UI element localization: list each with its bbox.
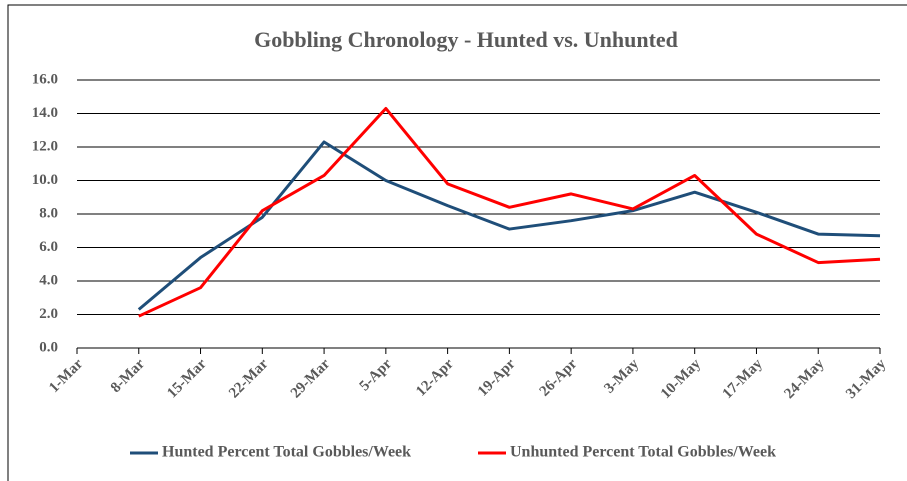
x-tick-label: 5-Apr bbox=[357, 356, 396, 395]
series-line bbox=[137, 140, 881, 311]
x-tick-label: 3-May bbox=[601, 356, 642, 397]
x-tick-label: 26-Apr bbox=[537, 356, 581, 400]
y-tick-label: 2.0 bbox=[39, 306, 58, 322]
y-tick-label: 0.0 bbox=[39, 339, 58, 355]
y-tick-label: 6.0 bbox=[39, 239, 58, 255]
legend-label: Hunted Percent Total Gobbles/Week bbox=[162, 444, 411, 461]
x-tick-label: 19-Apr bbox=[475, 356, 519, 400]
x-tick-label: 31-May bbox=[843, 356, 889, 402]
x-tick-label: 17-May bbox=[720, 356, 766, 402]
y-tick-label: 4.0 bbox=[39, 272, 58, 288]
x-tick-label: 15-Mar bbox=[164, 356, 210, 402]
y-tick-label: 12.0 bbox=[32, 138, 58, 154]
legend-label: Unhunted Percent Total Gobbles/Week bbox=[510, 444, 776, 461]
chart-title: Gobbling Chronology - Hunted vs. Unhunte… bbox=[254, 27, 678, 52]
x-tick-label: 29-Mar bbox=[288, 356, 334, 402]
y-tick-label: 16.0 bbox=[32, 71, 58, 87]
series-line bbox=[138, 106, 881, 318]
x-tick-label: 10-May bbox=[658, 356, 704, 402]
x-tick-label: 8-Mar bbox=[108, 356, 148, 396]
y-tick-label: 8.0 bbox=[39, 205, 58, 221]
x-tick-label: 1-Mar bbox=[46, 356, 86, 396]
x-tick-label: 12-Apr bbox=[413, 356, 457, 400]
y-tick-label: 10.0 bbox=[32, 172, 58, 188]
x-tick-label: 22-Mar bbox=[226, 356, 272, 402]
chart-frame bbox=[7, 4, 907, 481]
y-tick-label: 14.0 bbox=[32, 105, 58, 121]
x-tick-label: 24-May bbox=[781, 356, 827, 402]
